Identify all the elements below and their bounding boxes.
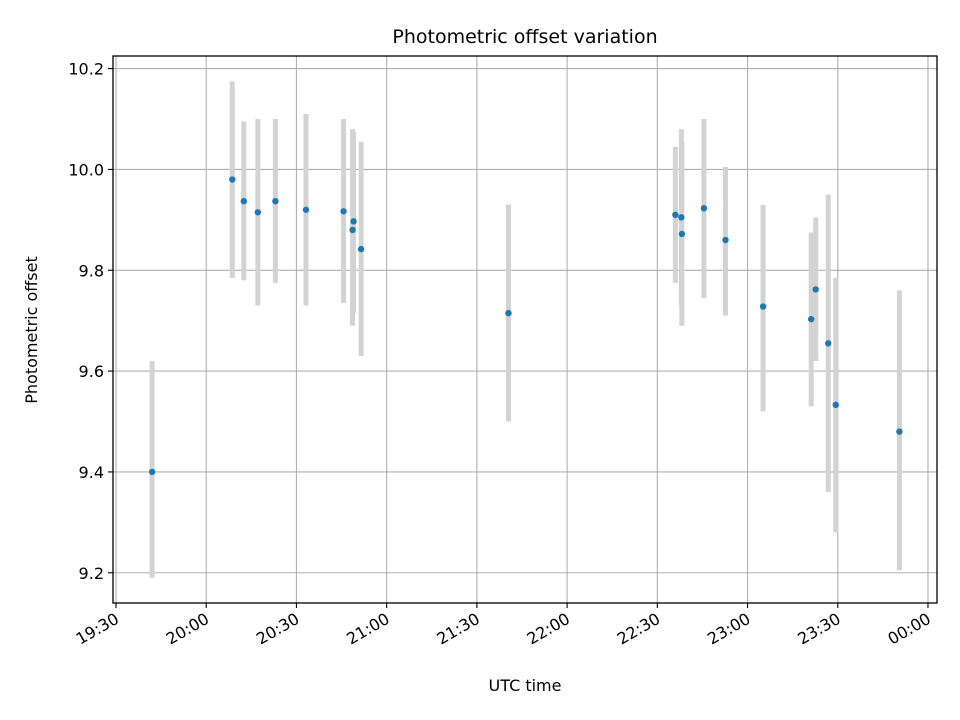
data-point: [812, 286, 819, 293]
y-tick-label: 10.0: [68, 160, 104, 179]
data-point: [722, 236, 729, 244]
data-point: [896, 428, 903, 435]
grid-lines: [113, 56, 937, 603]
data-point: [832, 401, 839, 409]
data-point: [349, 226, 356, 234]
x-axis-ticks: 19:30 20:00 20:30 21:00 21:30 22:00 22:30 23:00…: [73, 603, 934, 649]
data-point: [678, 230, 686, 238]
x-tick-label: 23:00: [704, 609, 753, 649]
y-tick-label: 9.8: [79, 261, 104, 280]
data-point: [807, 315, 815, 323]
y-tick-label: 9.2: [79, 564, 104, 583]
x-tick-label: 19:30: [73, 609, 122, 649]
data-point: [272, 197, 279, 205]
x-axis-label: UTC time: [489, 676, 562, 695]
data-point: [357, 245, 365, 253]
data-point: [759, 303, 767, 310]
data-point: [350, 218, 357, 225]
x-tick-label: 22:30: [614, 609, 663, 649]
x-tick-label: 21:30: [433, 609, 482, 649]
x-tick-label: 20:30: [253, 609, 302, 649]
data-point: [302, 206, 310, 213]
y-axis-ticks: 9.2 9.4 9.6 9.8 10.0 10.2: [68, 60, 113, 583]
x-tick-label: 20:00: [163, 609, 212, 649]
data-point: [700, 205, 708, 212]
data-point: [672, 211, 679, 219]
error-bars: [149, 81, 902, 578]
x-tick-label: 21:00: [343, 609, 392, 649]
data-point: [505, 309, 512, 317]
y-tick-label: 10.2: [68, 60, 104, 79]
data-point: [240, 197, 248, 205]
data-point: [825, 340, 832, 347]
y-tick-label: 9.6: [79, 362, 104, 381]
x-tick-label: 23:30: [794, 609, 843, 649]
plot-frame: [112, 55, 938, 604]
x-tick-label: 00:00: [885, 609, 934, 649]
x-tick-label: 22:00: [524, 609, 573, 649]
data-point: [678, 214, 685, 221]
data-point: [148, 468, 156, 476]
data-point: [340, 208, 347, 215]
y-tick-label: 9.4: [79, 463, 104, 482]
data-point: [254, 209, 262, 216]
data-point: [229, 176, 236, 183]
y-axis-label: Photometric offset: [22, 256, 41, 404]
data-points: [148, 176, 903, 476]
chart-title: Photometric offset variation: [392, 26, 657, 48]
